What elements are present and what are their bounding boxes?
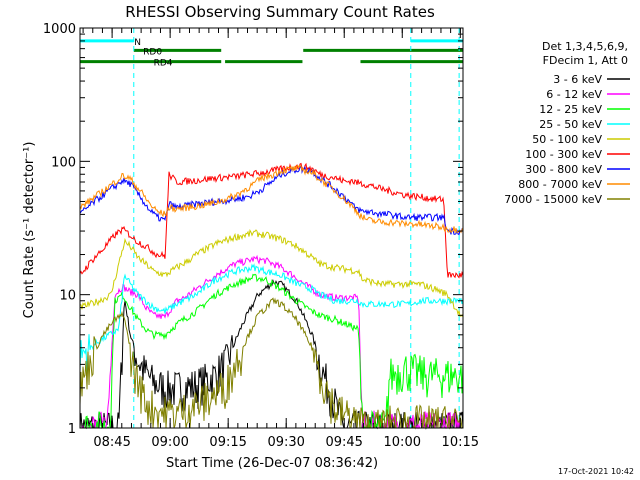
legend-header-line-2: FDecim 1, Att 0 <box>543 54 628 67</box>
series-line-8 <box>79 297 464 430</box>
legend-entry-label: 3 - 6 keV <box>553 73 602 86</box>
y-axis-label: Count Rate (s⁻¹ detector⁻¹) <box>22 142 37 319</box>
plot-frame <box>79 27 464 429</box>
axis-ticks: 1 10 100 1000 08:45 09:00 09:15 09:30 09:45 10:00… <box>43 22 479 450</box>
series-line-2 <box>80 273 464 430</box>
y-tick-label: 100 <box>51 155 76 170</box>
legend-entry-label: 100 - 300 keV <box>525 148 602 161</box>
state-bar-label: RD4 <box>154 59 173 69</box>
legend-entry-label: 50 - 100 keV <box>532 133 602 146</box>
x-tick-label: 09:15 <box>209 435 246 450</box>
x-axis-label: Start Time (26-Dec-07 08:36:42) <box>166 456 378 471</box>
y-tick-label: 10 <box>59 289 76 304</box>
x-tick-label: 10:15 <box>442 435 479 450</box>
x-tick-label: 08:45 <box>93 435 130 450</box>
series-line-6 <box>79 165 464 236</box>
footer-date: 17-Oct-2021 10:42 <box>558 467 634 476</box>
legend-entry-label: 300 - 800 keV <box>525 163 602 176</box>
x-tick-label: 09:30 <box>267 435 304 450</box>
series-line-7 <box>79 164 464 234</box>
series-lines <box>79 162 464 430</box>
legend-entry-label: 7000 - 15000 keV <box>504 193 602 206</box>
legend-header-line-1: Det 1,3,4,5,6,9, <box>542 40 628 53</box>
series-line-4 <box>79 229 464 318</box>
legend-entry-label: 6 - 12 keV <box>546 88 602 101</box>
series-line-3 <box>79 263 464 375</box>
legend-entry-label: 25 - 50 keV <box>539 118 602 131</box>
state-bar-label: RD0 <box>143 47 162 57</box>
chart-title: RHESSI Observing Summary Count Rates <box>125 3 435 21</box>
legend-entry-label: 12 - 25 keV <box>539 103 602 116</box>
y-tick-label: 1000 <box>43 22 76 37</box>
legend-entry-label: 800 - 7000 keV <box>518 178 602 191</box>
legend: Det 1,3,4,5,6,9, FDecim 1, Att 0 3 - 6 k… <box>504 40 630 206</box>
x-tick-label: 09:45 <box>325 435 362 450</box>
y-tick-label: 1 <box>68 422 76 437</box>
x-tick-label: 10:00 <box>384 435 421 450</box>
series-line-5 <box>79 162 464 279</box>
state-bar-label: N <box>134 38 141 48</box>
x-tick-label: 09:00 <box>151 435 188 450</box>
